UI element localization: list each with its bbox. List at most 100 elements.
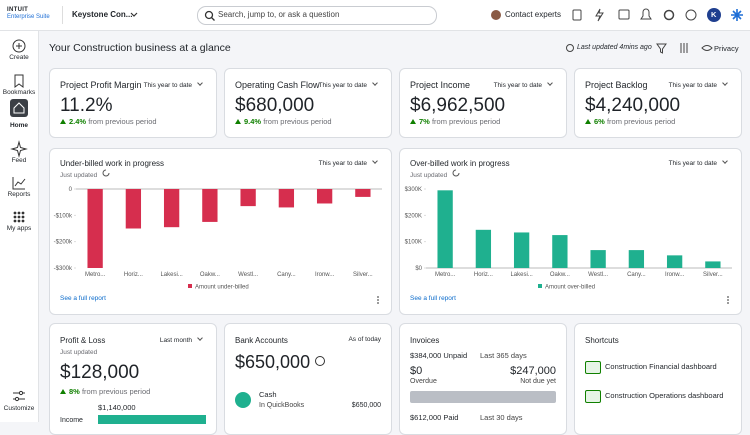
avatar-initial[interactable]: K [711, 10, 717, 19]
x-tick-label: Ironw... [315, 272, 335, 278]
paid-period: Last 30 days [480, 413, 523, 422]
bar [355, 189, 371, 197]
menu-dot [377, 296, 379, 298]
kpi-change: 7% [410, 117, 430, 126]
nav-icon [14, 74, 24, 88]
bank-icon [235, 392, 251, 408]
kpi-title: Project Income [410, 80, 471, 90]
refresh-icon [102, 169, 110, 177]
nav-item[interactable]: Customize [3, 405, 35, 412]
kpi-title: Operating Cash Flow [235, 80, 320, 90]
menu-dot [377, 302, 379, 304]
x-tick-label: Metro... [435, 272, 456, 278]
kpi-period[interactable]: This year to date [494, 81, 552, 89]
company-switcher[interactable]: Keystone Con... [72, 10, 133, 19]
top-bar: INTUIT Enterprise Suite Keystone Con... Sea… [0, 0, 750, 31]
kpi-period[interactable]: This year to date [319, 81, 377, 89]
menu-dot [727, 302, 729, 304]
see-report-link[interactable]: See a full report [60, 295, 106, 302]
chart-period[interactable]: This year to date [669, 159, 727, 167]
kpi-change-text: from previous period [431, 117, 501, 126]
card-title: Bank Accounts [235, 336, 288, 345]
menu-dot [727, 299, 729, 301]
nav-icon [13, 211, 25, 223]
contact-experts[interactable]: Contact experts [505, 10, 562, 19]
x-tick-label: Metro... [85, 272, 106, 278]
bar [552, 235, 568, 268]
bar [590, 250, 606, 268]
y-tick-label: -$300k [54, 266, 73, 272]
bar [628, 250, 645, 268]
card-period: As of today [348, 336, 381, 343]
x-tick-label: Westl... [238, 272, 258, 278]
nav-icon [12, 177, 26, 190]
kpi-period[interactable]: This year to date [669, 81, 727, 89]
refresh-icon [452, 169, 460, 177]
x-tick-label: Horiz... [124, 272, 143, 278]
bar [666, 255, 683, 268]
kpi-change-text: from previous period [606, 117, 676, 126]
kpi-value: 11.2% [60, 95, 113, 116]
brand: INTUIT [7, 7, 29, 13]
nav-icon [10, 99, 28, 117]
privacy-toggle[interactable]: Privacy [714, 44, 739, 53]
unpaid-period: Last 365 days [480, 351, 527, 360]
nav-item[interactable]: Bookmarks [2, 89, 36, 96]
nav-item[interactable]: Feed [11, 157, 27, 164]
kpi-change: 9.4% [235, 117, 261, 126]
legend-label: Amount under-billed [195, 285, 249, 291]
shortcut-icon [585, 361, 601, 374]
card-title: Profit & Loss [60, 336, 106, 345]
card-period[interactable]: Last month [160, 336, 202, 344]
not-due-value: $247,000 [510, 365, 556, 377]
page: INTUIT Enterprise Suite Keystone Con... Sea… [0, 0, 750, 422]
search-box[interactable] [197, 6, 437, 25]
nav-item[interactable]: Create [9, 54, 29, 61]
shortcut-link[interactable]: Construction Financial dashboard [605, 362, 717, 371]
nav-item[interactable]: Reports [7, 191, 31, 198]
x-tick-label: Lakesi... [160, 272, 183, 278]
shortcut-icon [585, 390, 601, 403]
nav-icon [10, 140, 28, 158]
info-icon [315, 356, 325, 366]
x-tick-label: Oakw... [200, 272, 220, 278]
y-tick-label: $100K [405, 240, 422, 246]
income-label: Income [60, 417, 83, 424]
bar [513, 232, 530, 268]
card-value: $650,000 [235, 352, 311, 372]
x-tick-label: Silver... [703, 272, 723, 278]
kpi-title: Project Backlog [585, 80, 648, 90]
bar [163, 189, 180, 228]
see-report-link[interactable]: See a full report [410, 295, 456, 302]
header-icons [566, 43, 713, 54]
kpi-change: 6% [585, 117, 605, 126]
kpi-card: Operating Cash Flow This year to date $680… [224, 68, 392, 138]
main: Your Construction business at a glance La… [0, 0, 750, 422]
page-title: Your Construction business at a glance [49, 42, 231, 54]
bank-card: Bank Accounts As of today $650,000 Cash In Q… [224, 323, 392, 435]
chart-period[interactable]: This year to date [319, 159, 377, 167]
divider [62, 6, 63, 24]
last-updated: Last updated 4mins ago [577, 44, 652, 51]
kpi-title: Project Profit Margin [60, 80, 142, 90]
search-placeholder: Search, jump to, or ask a question [218, 10, 340, 19]
account-name: Cash [259, 390, 277, 399]
chart-title: Over-billed work in progress [410, 159, 510, 168]
x-tick-label: Lakesi... [510, 272, 533, 278]
y-tick-label: $300K [405, 187, 422, 193]
card-title: Shortcuts [585, 336, 619, 345]
bar [202, 189, 218, 222]
y-tick-label: $200K [405, 213, 422, 219]
chart: 0 -$100k -$200k -$300k Metro... Horiz... Lakes… [54, 169, 382, 304]
bar [278, 189, 295, 208]
change-row: 8% from previous period [60, 387, 150, 396]
kpi-period[interactable]: This year to date [144, 81, 202, 89]
search-icon [204, 10, 215, 21]
shortcut-link[interactable]: Construction Operations dashboard [605, 391, 724, 400]
bar [475, 229, 492, 268]
nav-item[interactable]: My apps [6, 225, 32, 232]
shortcuts-card: Shortcuts Construction Financial dashboar… [574, 323, 742, 435]
account-source: In QuickBooks [259, 402, 305, 409]
nav-item[interactable]: Home [9, 122, 29, 129]
x-tick-label: Oakw... [550, 272, 570, 278]
